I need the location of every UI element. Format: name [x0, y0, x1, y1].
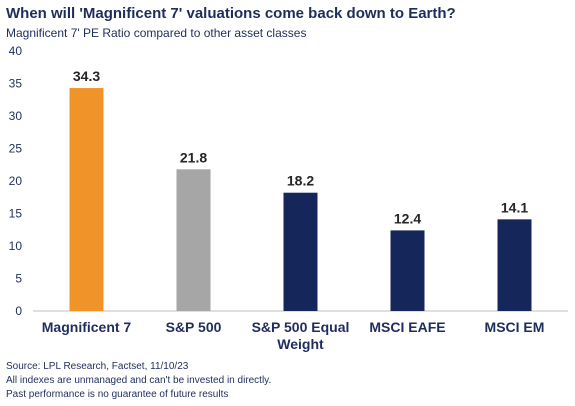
chart-title: When will 'Magnificent 7' valuations com…: [6, 5, 456, 22]
data-label: 21.8: [180, 149, 207, 165]
bar: [390, 230, 425, 311]
x-tick-label: MSCI EM: [485, 319, 545, 335]
bar: [176, 169, 211, 311]
footnote-disclaimer: All indexes are unmanaged and can't be i…: [6, 375, 272, 386]
data-labels: 34.3 21.8 18.2 12.4 14.1: [73, 68, 528, 226]
y-tick-label: 5: [15, 272, 22, 286]
data-label: 18.2: [287, 173, 314, 189]
y-tick-label: 30: [9, 109, 23, 123]
x-tick-label: S&P 500: [166, 319, 222, 335]
x-tick-label: MSCI EAFE: [369, 319, 445, 335]
bar: [283, 192, 318, 311]
footnotes: Source: LPL Research, Factset, 11/10/23 …: [6, 360, 271, 402]
bars: [69, 88, 532, 311]
y-tick-label: 15: [9, 207, 23, 221]
x-tick-label: Magnificent 7: [42, 319, 132, 335]
y-axis: 0 5 10 15 20 25 30 35 40: [9, 44, 23, 318]
y-tick-label: 20: [9, 174, 23, 188]
footnote-source: Source: LPL Research, Factset, 11/10/23: [6, 361, 189, 372]
y-tick-label: 0: [15, 304, 22, 318]
data-label: 12.4: [394, 210, 421, 226]
y-tick-label: 10: [9, 239, 23, 253]
bar: [69, 88, 104, 311]
data-label: 14.1: [501, 199, 528, 215]
y-tick-label: 40: [9, 44, 23, 58]
y-tick-label: 25: [9, 142, 23, 156]
chart-subtitle: Magnificent 7' PE Ratio compared to othe…: [6, 26, 307, 40]
x-tick-label: Weight: [277, 336, 324, 352]
y-tick-label: 35: [9, 77, 23, 91]
data-label: 34.3: [73, 68, 100, 84]
footnote-performance: Past performance is no guarantee of futu…: [6, 389, 229, 400]
bar: [497, 219, 532, 311]
x-tick-label: S&P 500 Equal: [252, 319, 350, 335]
